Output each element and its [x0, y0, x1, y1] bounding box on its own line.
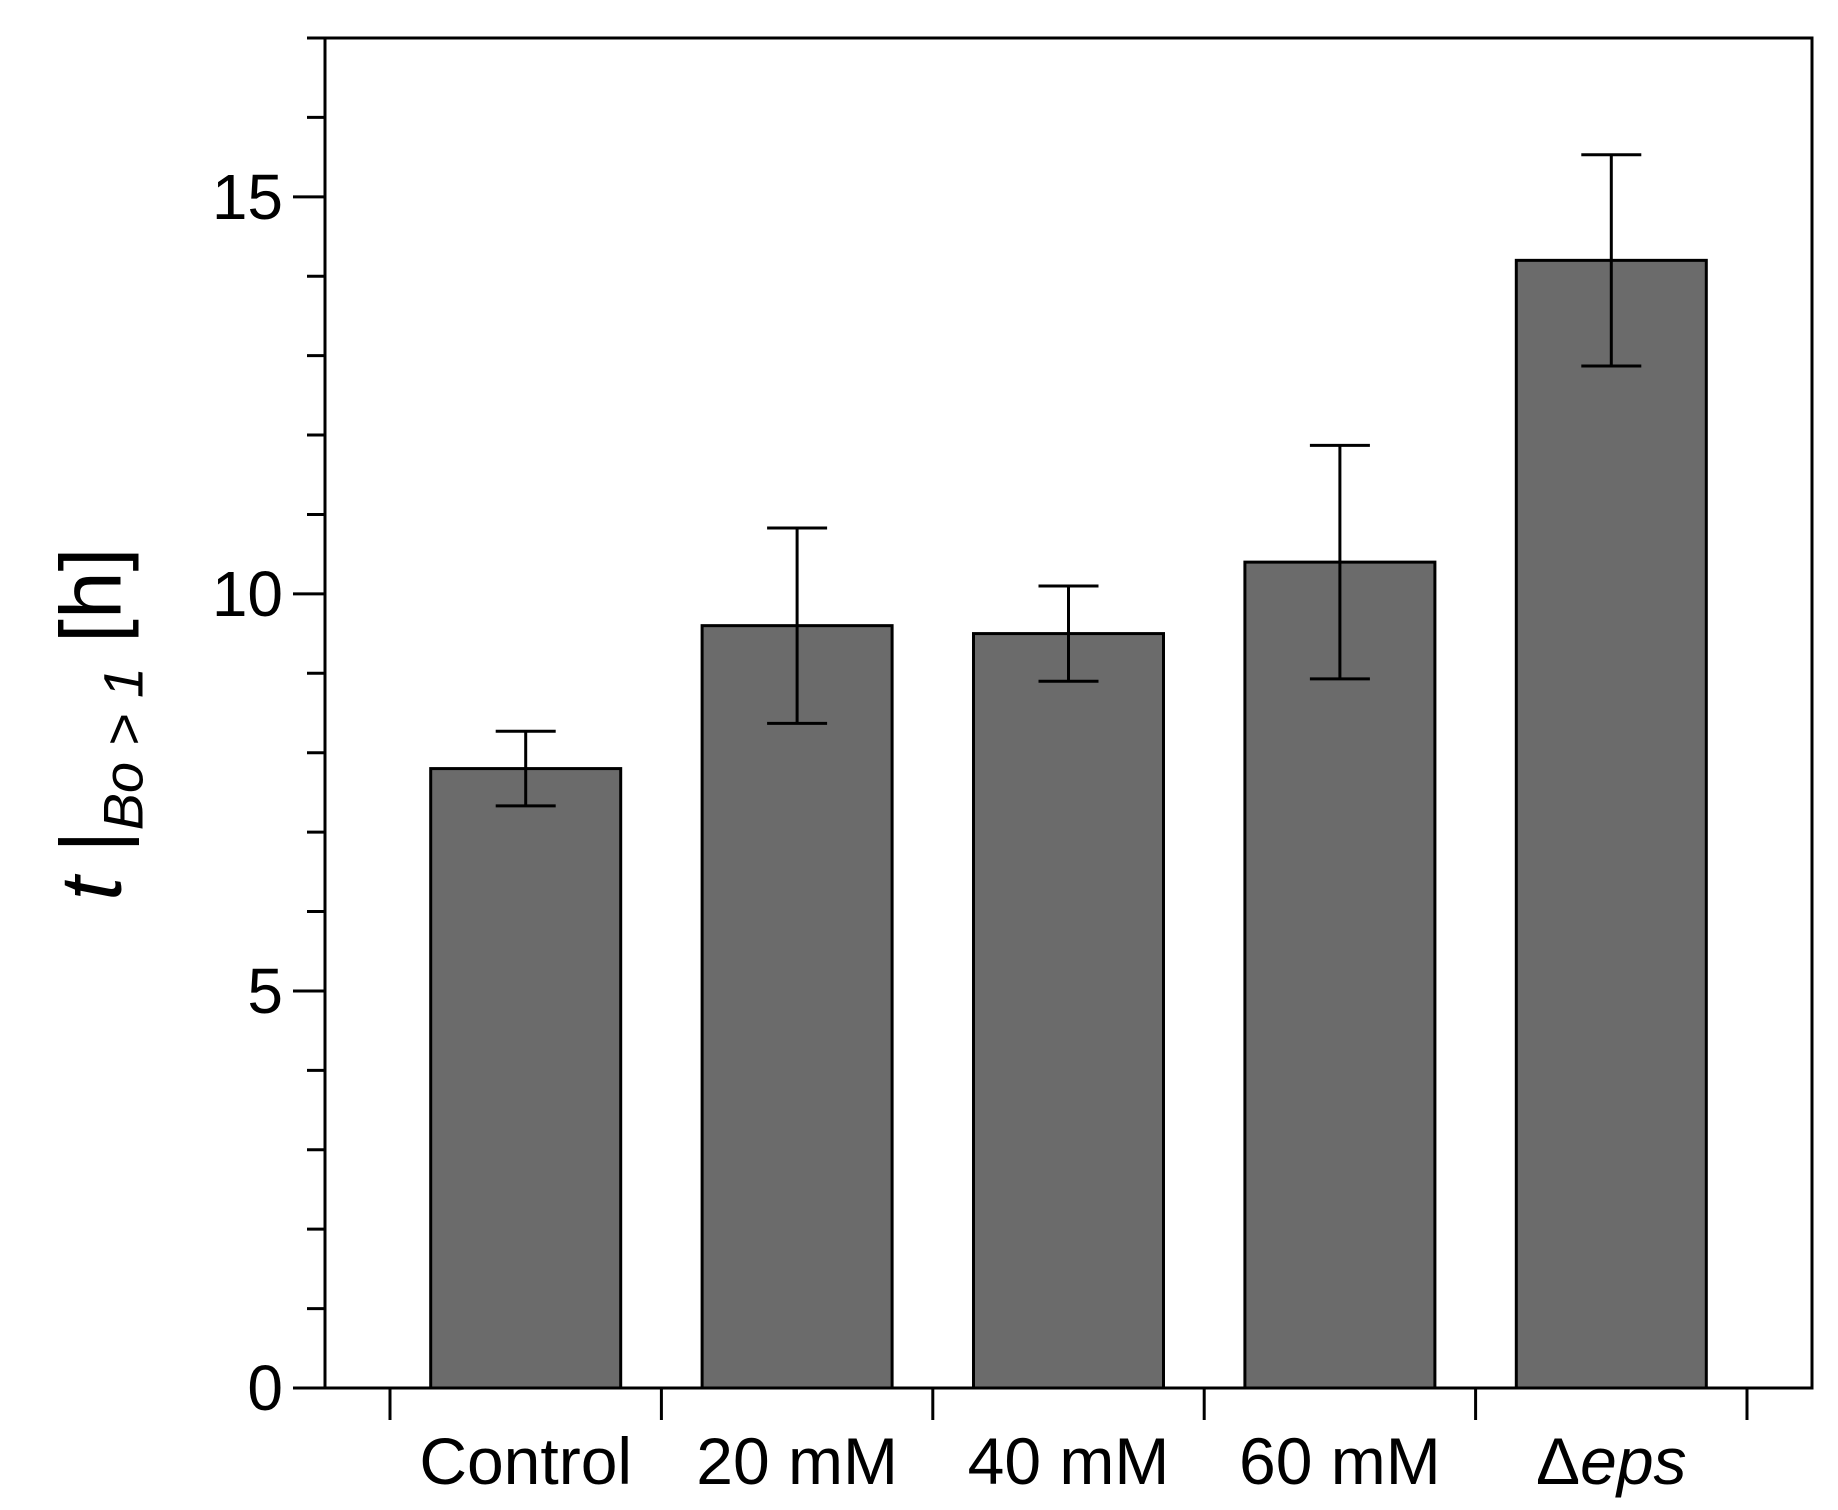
y-tick-label: 15 [212, 161, 283, 233]
y-axis-label-unit: [h] [43, 547, 140, 644]
bar [700, 624, 894, 1390]
y-axis-label: t |Bo > 1 [h] [44, 547, 155, 900]
x-tick-label: Control [419, 1424, 632, 1498]
y-axis-label-main: t [43, 876, 140, 901]
bar [1243, 560, 1437, 1390]
y-axis: 0 5 10 15 [212, 36, 325, 1424]
y-tick-label: 10 [212, 558, 283, 630]
bar [1514, 258, 1708, 1390]
y-axis-label-sub: Bo > 1 [91, 666, 155, 831]
bars [429, 258, 1708, 1390]
x-tick-label: 20 mM [696, 1424, 898, 1498]
x-tick-label: 40 mM [968, 1424, 1170, 1498]
error-bars [495, 153, 1642, 808]
x-axis: Control 20 mM 40 mM 60 mM Δeps [388, 1388, 1749, 1498]
bar [429, 767, 623, 1390]
y-tick-label: 5 [247, 955, 283, 1027]
bar [972, 632, 1165, 1390]
x-tick-label: Δeps [1536, 1424, 1687, 1498]
y-axis-label-bar: | [43, 830, 140, 853]
x-tick-label: 60 mM [1239, 1424, 1441, 1498]
y-tick-label: 0 [247, 1352, 283, 1424]
